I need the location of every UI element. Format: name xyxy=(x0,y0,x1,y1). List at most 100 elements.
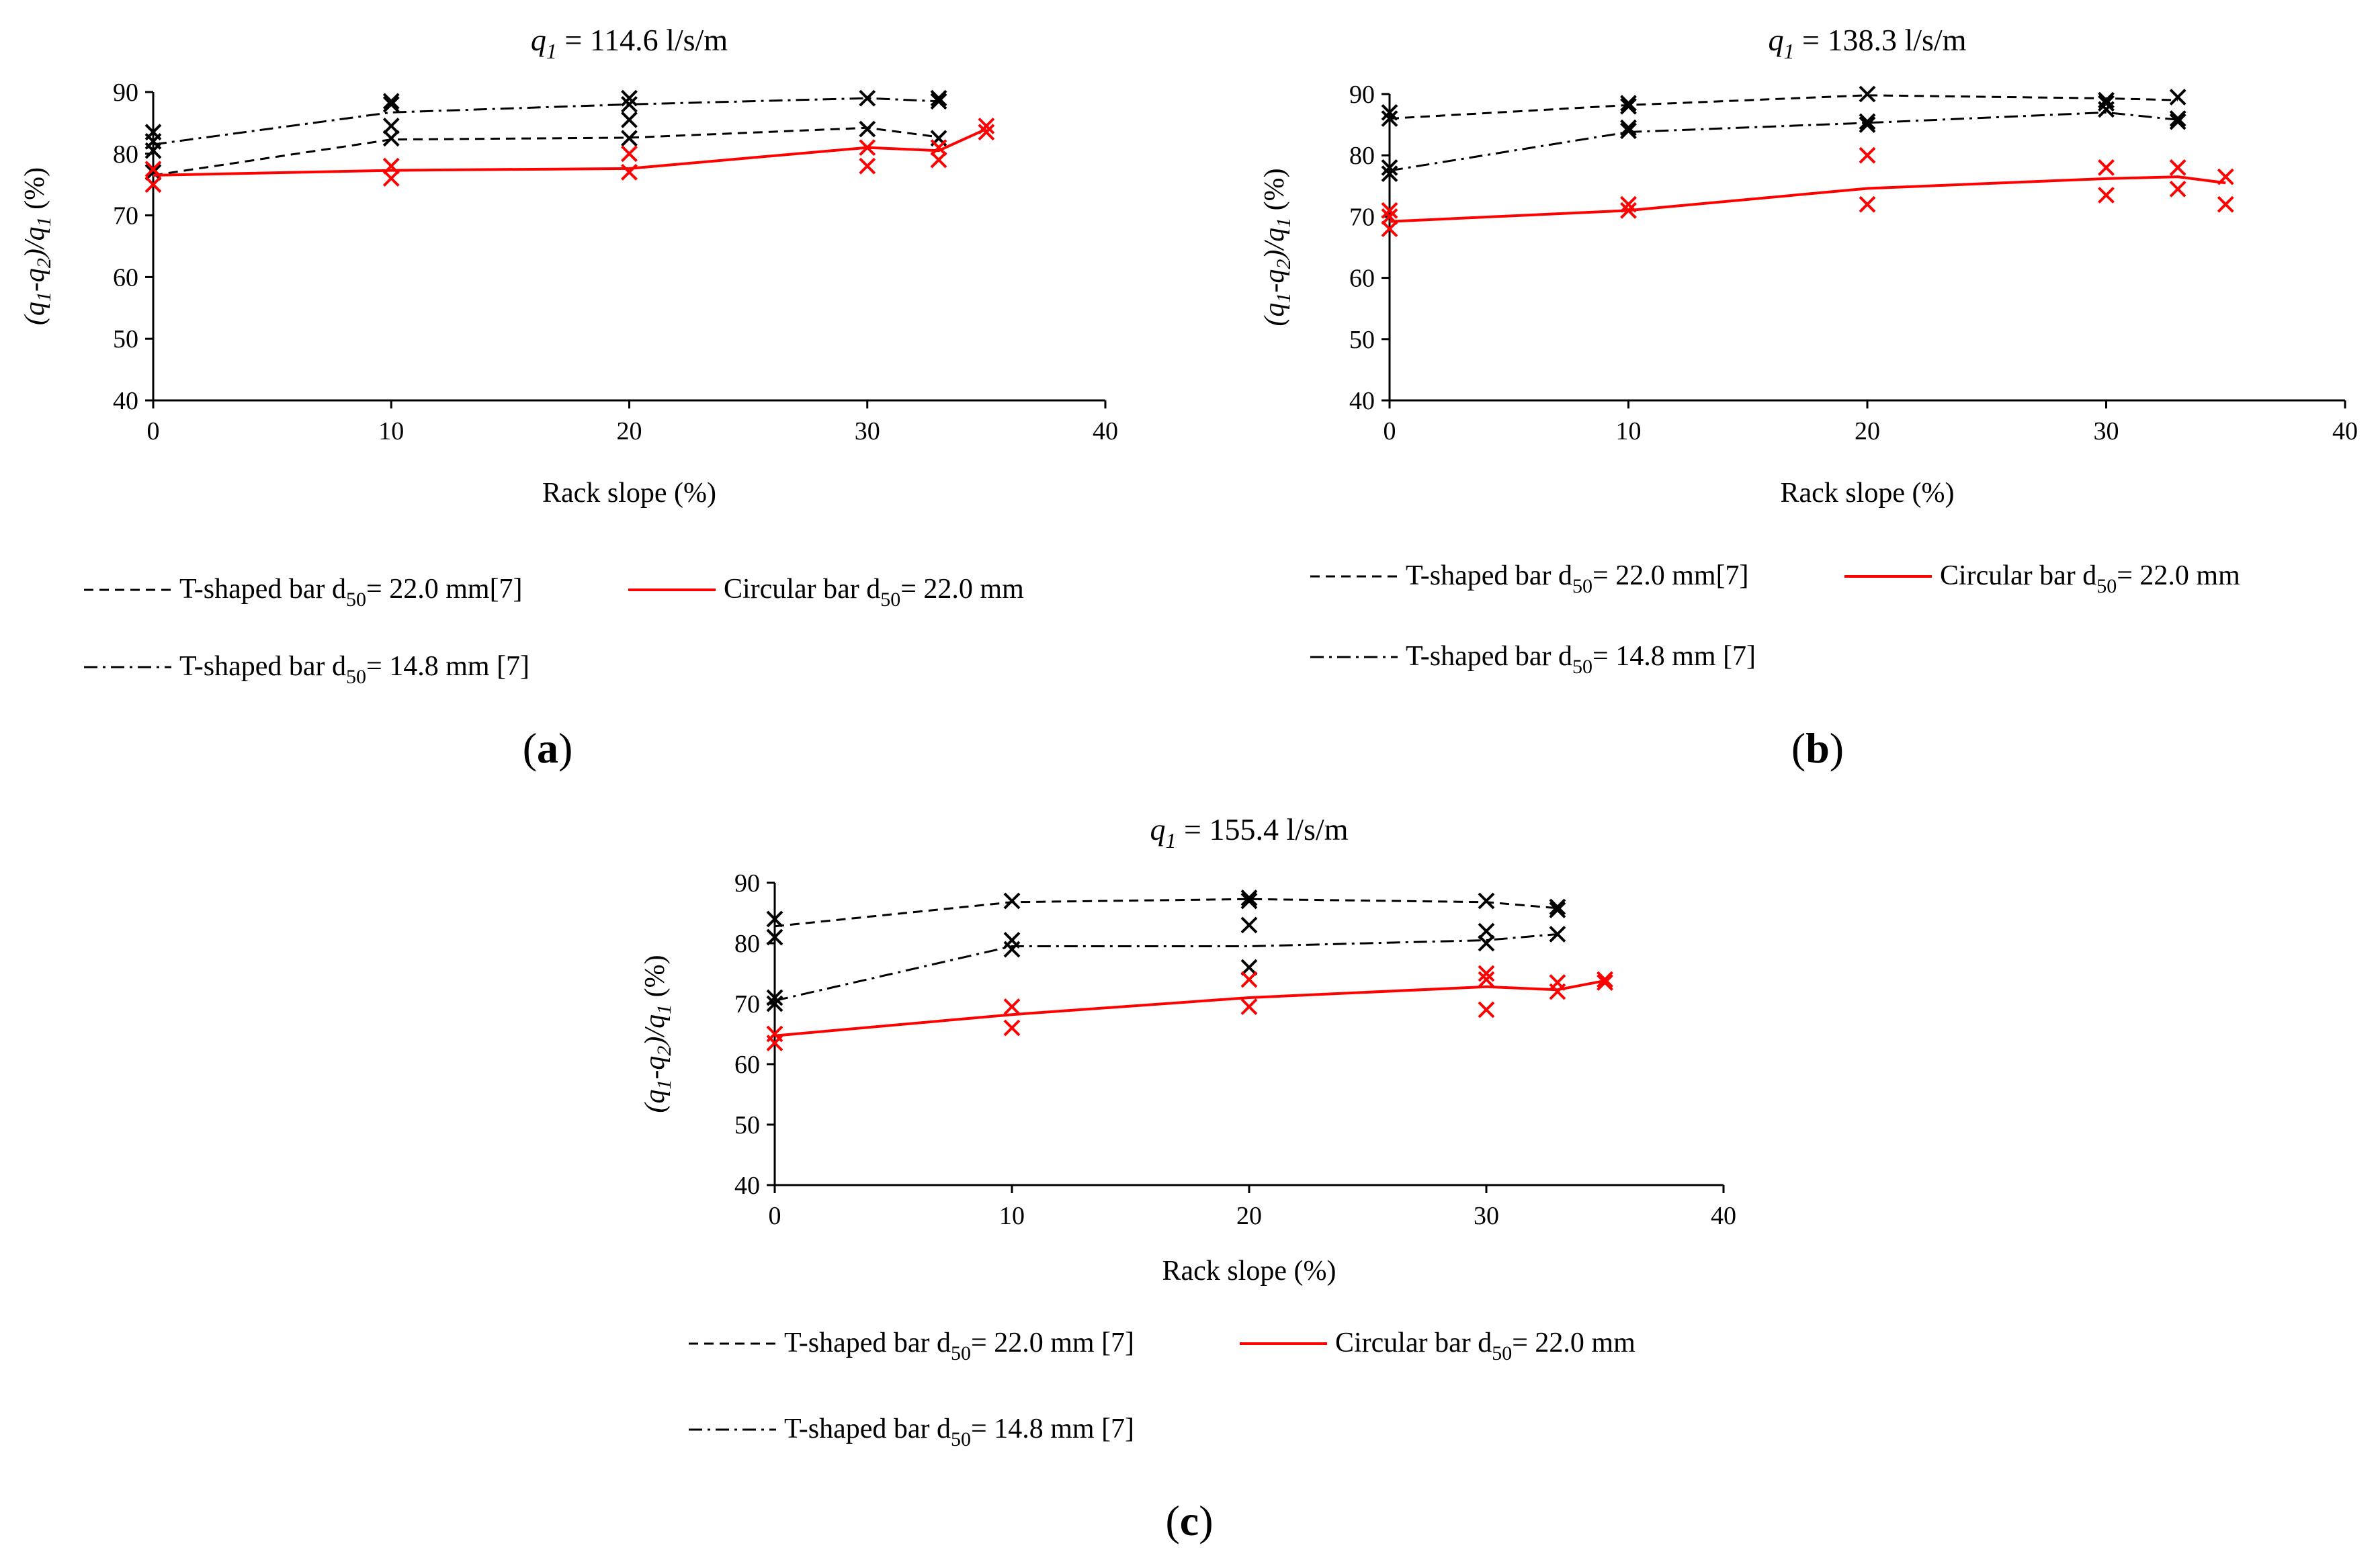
data-point-marker xyxy=(1240,916,1258,934)
marker-stroke xyxy=(2098,187,2115,204)
y-axis-title: (q1-q2)/q1 (%) xyxy=(640,955,675,1113)
legend-label: Circular bar d50= 22.0 mm xyxy=(1940,560,2240,597)
y-tick-label: 90 xyxy=(734,869,760,898)
legend-label-value: = 22.0 mm xyxy=(900,574,1024,605)
series-line xyxy=(1389,94,2178,120)
data-point-marker xyxy=(2217,195,2234,213)
legend-label-value: = 22.0 mm [7] xyxy=(971,1328,1134,1358)
data-point-marker xyxy=(766,910,783,928)
legend-label: T-shaped bar d50= 14.8 mm [7] xyxy=(1406,641,1756,678)
x-tick-label: 20 xyxy=(1855,417,1880,445)
data-point-marker xyxy=(144,124,162,141)
marker-stroke xyxy=(930,139,947,157)
marker-stroke xyxy=(1381,103,1398,121)
panel-label-letter: a xyxy=(537,724,558,772)
panel-label-letter: c xyxy=(1180,1497,1199,1545)
data-point-marker xyxy=(766,989,783,1006)
data-point-marker xyxy=(930,139,947,157)
y-tick-label: 60 xyxy=(1349,265,1375,293)
y-axis-title-part: 1 xyxy=(33,292,55,302)
marker-stroke xyxy=(382,118,400,134)
y-tick-label: 50 xyxy=(734,1111,760,1139)
title-subscript: 1 xyxy=(1166,828,1177,853)
x-tick-label: 40 xyxy=(1711,1202,1736,1230)
legend-label-main: T-shaped bar d xyxy=(1406,560,1572,591)
panel-label-open: ( xyxy=(523,724,537,772)
title-variable: q xyxy=(531,23,546,57)
data-point-marker xyxy=(1381,220,1398,238)
legend-label-subscript: 50 xyxy=(346,666,366,688)
marker-stroke xyxy=(144,161,162,178)
marker-stroke xyxy=(382,95,400,113)
y-axis-title-part: 2 xyxy=(33,258,55,268)
marker-stroke xyxy=(1478,971,1495,988)
panel-label-close: ) xyxy=(1199,1497,1213,1545)
marker-stroke xyxy=(766,989,783,1006)
legend-label-value: = 14.8 mm [7] xyxy=(1592,641,1756,672)
y-tick-label: 60 xyxy=(113,263,138,292)
data-point-marker xyxy=(144,176,162,193)
title-variable: q xyxy=(1150,812,1166,846)
marker-stroke xyxy=(1381,202,1398,219)
marker-stroke xyxy=(859,120,876,138)
data-point-marker xyxy=(1620,95,1637,112)
marker-stroke xyxy=(144,176,162,193)
y-axis-title-part: 1 xyxy=(33,216,55,226)
data-point-marker xyxy=(1381,165,1398,182)
legend-label-subscript: 50 xyxy=(951,1428,971,1450)
marker-stroke xyxy=(1003,892,1021,910)
data-point-marker xyxy=(930,93,947,110)
data-point-marker xyxy=(621,95,638,113)
data-point-marker xyxy=(1240,959,1258,976)
marker-stroke xyxy=(1003,932,1021,949)
legend-label-subscript: 50 xyxy=(346,589,366,611)
data-point-marker xyxy=(859,89,876,107)
legend-label-main: Circular bar d xyxy=(724,574,880,605)
data-point-marker xyxy=(1003,998,1021,1015)
marker-stroke xyxy=(621,111,638,128)
data-point-marker xyxy=(1859,85,1876,103)
data-point-marker xyxy=(1859,113,1876,130)
panel-label-close: ) xyxy=(1830,724,1844,772)
marker-stroke xyxy=(1620,97,1637,115)
x-axis-title: Rack slope (%) xyxy=(1162,1256,1336,1287)
marker-stroke xyxy=(621,130,638,147)
y-tick-label: 40 xyxy=(734,1172,760,1200)
marker-stroke xyxy=(1381,208,1398,225)
legend-label-value: = 14.8 mm [7] xyxy=(366,651,529,682)
x-tick-label: 30 xyxy=(2094,417,2119,445)
data-point-marker xyxy=(1859,146,1876,164)
data-point-marker xyxy=(1549,974,1566,991)
x-tick-label: 0 xyxy=(147,417,160,445)
panel-label-open: ( xyxy=(1165,1497,1179,1545)
legend-label: T-shaped bar d50= 14.8 mm [7] xyxy=(179,651,529,688)
data-point-marker xyxy=(1478,934,1495,952)
marker-stroke xyxy=(2098,101,2115,118)
data-point-marker xyxy=(1003,932,1021,949)
legend-label: Circular bar d50= 22.0 mm xyxy=(724,574,1024,611)
marker-stroke xyxy=(1240,889,1258,906)
legend-label-main: Circular bar d xyxy=(1335,1328,1492,1358)
data-point-marker xyxy=(1549,898,1566,916)
marker-stroke xyxy=(1478,922,1495,940)
legend-label-value: = 22.0 mm[7] xyxy=(1592,560,1749,591)
legend-label-value: = 22.0 mm[7] xyxy=(366,574,523,605)
panel-label: (c) xyxy=(1165,1497,1213,1545)
y-axis-title-part: -q xyxy=(19,268,50,292)
legend-label-main: T-shaped bar d xyxy=(179,651,346,682)
data-point-marker xyxy=(1003,1019,1021,1037)
data-point-marker xyxy=(1620,97,1637,115)
y-axis-title-part: (%) xyxy=(19,167,50,216)
marker-stroke xyxy=(1620,122,1637,140)
y-axis-title-part: 1 xyxy=(653,1080,675,1090)
marker-stroke xyxy=(1381,159,1398,176)
data-point-marker xyxy=(1478,922,1495,940)
legend-label-main: T-shaped bar d xyxy=(784,1413,951,1444)
title-value: = 138.3 l/s/m xyxy=(1795,23,1967,57)
marker-stroke xyxy=(2169,113,2186,130)
y-axis-title-part: 1 xyxy=(653,1004,675,1014)
x-tick-label: 40 xyxy=(1093,417,1118,445)
y-tick-label: 70 xyxy=(113,202,138,230)
panel-label: (a) xyxy=(523,724,573,772)
y-tick-label: 90 xyxy=(1349,81,1375,109)
